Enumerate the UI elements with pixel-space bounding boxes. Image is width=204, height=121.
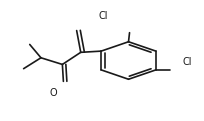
Text: Cl: Cl bbox=[183, 57, 192, 67]
Text: Cl: Cl bbox=[98, 11, 108, 21]
Text: O: O bbox=[50, 88, 57, 98]
